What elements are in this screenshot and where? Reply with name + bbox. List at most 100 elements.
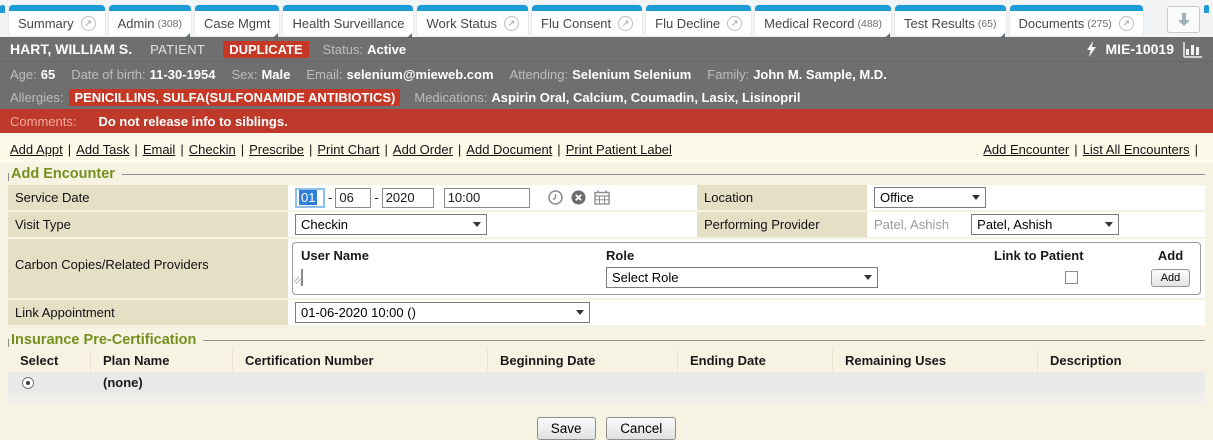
location-cell: Office (867, 185, 1205, 210)
tab-test-results[interactable]: Test Results (65) (895, 5, 1006, 38)
role-value: Select Role (612, 270, 679, 285)
external-link-icon: ↗ (1118, 16, 1134, 31)
tab-scroll-down-button[interactable] (1167, 6, 1200, 33)
link-appointment-select[interactable]: 01-06-2020 10:00 () (295, 302, 590, 323)
tab-medical-record[interactable]: Medical Record (488) (755, 5, 892, 38)
tab-summary[interactable]: Summary ↗ (9, 5, 105, 36)
plan-name-value: (none) (103, 375, 143, 390)
duplicate-badge[interactable]: DUPLICATE (223, 40, 309, 58)
visit-type-label: Visit Type (8, 212, 288, 237)
chart-stats-icon[interactable] (1183, 41, 1203, 58)
col-ending-date: Ending Date (678, 349, 833, 372)
action-links-left: Add Appt | Add Task | Email | Checkin | Prescrib… (10, 142, 672, 157)
link-print-patient-label[interactable]: Print Patient Label (565, 142, 672, 157)
partial-tab-right (1204, 5, 1209, 13)
tab-case-mgmt[interactable]: Case Mgmt (195, 5, 280, 38)
dob-label: Date of birth: (71, 66, 146, 82)
allergies-value-badge[interactable]: PENICILLINS, SULFA(SULFONAMIDE ANTIBIOTI… (69, 89, 401, 106)
carbon-copies-box: User Name Role Link to Patient Add Selec… (292, 242, 1201, 295)
allergies-label: Allergies: (10, 90, 64, 105)
day-value: 06 (339, 190, 354, 205)
user-name-header: User Name (301, 248, 369, 263)
col-remaining-uses: Remaining Uses (833, 349, 1038, 372)
tab-health-surveillance[interactable]: Health Surveillance (283, 5, 414, 38)
service-date-label: Service Date (8, 185, 288, 210)
link-email[interactable]: Email (142, 142, 176, 157)
insurance-table-row: (none) (8, 372, 1205, 393)
tab-admin[interactable]: Admin (308) (108, 5, 191, 38)
link-to-patient-checkbox[interactable] (1065, 271, 1078, 284)
dob-value: 11-30-1954 (149, 66, 216, 82)
add-carbon-copy-button[interactable]: Add (1150, 268, 1191, 287)
service-date-year-input[interactable]: 2020 (381, 187, 434, 208)
time-value: 10:00 (447, 190, 481, 205)
performing-provider-select[interactable]: Patel, Ashish (971, 214, 1120, 235)
status-value: Active (367, 41, 407, 57)
add-encounter-legend: Add Encounter (8, 165, 1205, 183)
tab-documents[interactable]: Documents (275) ↗ (1009, 5, 1143, 36)
medications-value: Aspirin Oral, Calcium, Coumadin, Lasix, … (491, 90, 801, 105)
service-date-cell: 01 - 06 - 2020 10:00 (288, 185, 697, 210)
link-add-document[interactable]: Add Document (466, 142, 553, 157)
insurance-empty-strip (8, 393, 1205, 404)
link-add-encounter[interactable]: Add Encounter (983, 142, 1070, 157)
attending-value: Selenium Selenium (572, 66, 692, 82)
tab-label: Admin (117, 16, 155, 31)
precert-select-radio[interactable] (22, 376, 34, 389)
link-appointment-cell: 01-06-2020 10:00 () (288, 300, 1205, 325)
location-value: Office (880, 190, 914, 205)
patient-header: HART, WILLIAM S. PATIENT DUPLICATE Statu… (0, 37, 1213, 109)
tab-work-status[interactable]: Work Status ↗ (417, 5, 529, 36)
patient-name: HART, WILLIAM S. (10, 41, 133, 57)
chevron-down-icon (576, 310, 584, 315)
visit-type-cell: Checkin (288, 212, 697, 237)
visit-type-select[interactable]: Checkin (295, 214, 487, 235)
calendar-icon[interactable] (593, 190, 610, 205)
patient-type-label: PATIENT (150, 41, 206, 57)
link-separator: | (457, 142, 462, 157)
link-separator: | (67, 142, 72, 157)
add-encounter-section: Add Encounter Service Date 01 - 06 - 202… (8, 165, 1205, 325)
chevron-down-icon (1105, 222, 1114, 227)
time-picker-clock-icon[interactable] (547, 190, 563, 205)
carbon-copies-cell: User Name Role Link to Patient Add Selec… (288, 239, 1205, 298)
link-checkin[interactable]: Checkin (188, 142, 236, 157)
service-date-month-input[interactable]: 01 (295, 187, 325, 208)
carbon-copies-label: Carbon Copies/Related Providers (8, 239, 288, 298)
service-date-day-input[interactable]: 06 (335, 187, 372, 208)
year-value: 2020 (385, 190, 415, 205)
link-list-all-encounters[interactable]: List All Encounters (1082, 142, 1190, 157)
tab-flu-decline[interactable]: Flu Decline ↗ (646, 5, 752, 36)
tab-label: Work Status (426, 16, 498, 31)
tab-flu-consent[interactable]: Flu Consent ↗ (532, 5, 643, 36)
patient-mie-id: MIE-10019 (1105, 41, 1174, 57)
action-links-row: Add Appt | Add Task | Email | Checkin | Prescrib… (0, 133, 1213, 163)
tab-label: Documents (1018, 16, 1085, 31)
col-beginning-date: Beginning Date (488, 349, 678, 372)
section-title: Insurance Pre-Certification (11, 332, 197, 348)
tab-label: Health Surveillance (292, 16, 405, 31)
tab-count: (488) (857, 17, 883, 30)
service-time-input[interactable]: 10:00 (443, 187, 530, 208)
link-add-task[interactable]: Add Task (76, 142, 130, 157)
visit-type-value: Checkin (301, 217, 348, 232)
link-print-chart[interactable]: Print Chart (317, 142, 380, 157)
role-select[interactable]: Select Role (606, 267, 878, 288)
dropdown-fold-icon (273, 33, 279, 38)
performing-provider-value: Patel, Ashish (977, 217, 1053, 232)
clear-date-icon[interactable] (571, 190, 586, 205)
lightning-bolt-icon[interactable] (1086, 40, 1097, 58)
location-select[interactable]: Office (874, 187, 986, 208)
link-add-appt[interactable]: Add Appt (10, 142, 63, 157)
user-name-input[interactable] (294, 269, 303, 286)
link-add-order[interactable]: Add Order (392, 142, 453, 157)
link-prescribe[interactable]: Prescribe (249, 142, 304, 157)
medications-label: Medications: (414, 90, 488, 105)
partial-tab-left (0, 5, 5, 13)
age-label: Age: (10, 66, 37, 82)
insurance-header-row: Select Plan Name Certification Number Be… (8, 349, 1205, 372)
comments-label: Comments: (10, 113, 77, 129)
chevron-down-icon (972, 195, 980, 200)
link-separator: | (240, 142, 245, 157)
resize-grip-icon[interactable] (294, 277, 301, 284)
